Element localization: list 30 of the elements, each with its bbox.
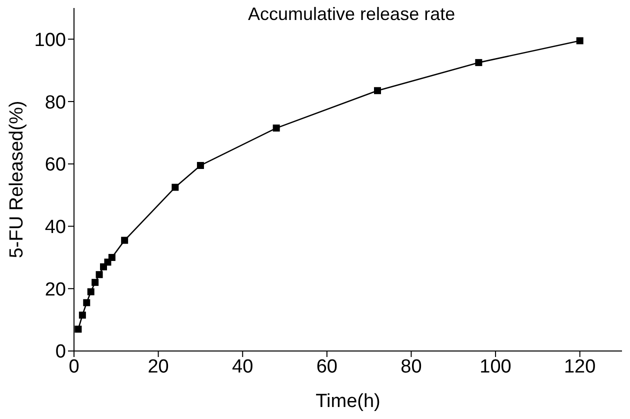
point xyxy=(96,271,103,278)
x-tick-label: 60 xyxy=(316,356,338,378)
x-tick-label: 120 xyxy=(564,356,596,378)
y-tick-label: 100 xyxy=(34,30,66,51)
y-tick-label: 60 xyxy=(44,154,66,176)
x-tick-label: 20 xyxy=(148,356,169,378)
point xyxy=(272,124,280,132)
y-tick-label: 40 xyxy=(44,217,66,238)
point xyxy=(74,326,82,333)
point xyxy=(78,312,86,319)
x-tick-label: 0 xyxy=(68,356,80,378)
y-tick-label: 80 xyxy=(44,92,66,114)
point xyxy=(475,59,482,66)
point xyxy=(576,37,584,44)
point xyxy=(196,162,204,169)
point xyxy=(172,184,179,191)
y-tick-label: 0 xyxy=(55,342,66,363)
x-axis-title: Time(h) xyxy=(316,391,380,412)
point xyxy=(83,299,90,306)
chart-title: Accumulative release rate xyxy=(248,4,456,25)
x-tick-label: 80 xyxy=(400,356,422,378)
x-tick-label: 40 xyxy=(232,356,254,378)
y-axis-title: 5-FU Released(%) xyxy=(6,100,28,258)
point xyxy=(92,278,99,286)
point xyxy=(121,236,128,244)
point xyxy=(108,254,116,261)
point xyxy=(374,87,382,94)
x-tick-label: 100 xyxy=(480,356,512,378)
point xyxy=(87,288,94,296)
y-tick-label: 20 xyxy=(44,279,66,300)
